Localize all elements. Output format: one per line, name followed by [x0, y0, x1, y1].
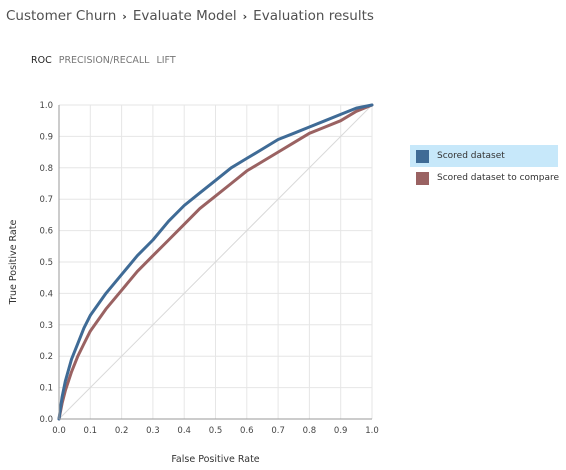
y-tick-label: 0.2 — [39, 352, 53, 362]
y-tick-label: 0.5 — [39, 258, 53, 268]
y-tick-label: 0.1 — [39, 384, 53, 394]
y-tick-label: 0.8 — [39, 164, 53, 174]
x-tick-label: 0.3 — [146, 426, 160, 436]
roc-chart-svg: 0.0 0.1 0.2 0.3 0.4 0.5 0.6 0.7 0.8 0.9 1.0 0.0 0.1 0… — [0, 80, 566, 466]
tab-roc[interactable]: ROC — [31, 55, 52, 66]
y-axis-label: True Positive Rate — [8, 220, 19, 306]
x-tick-label: 0.1 — [84, 426, 98, 436]
breadcrumb-customer-churn[interactable]: Customer Churn — [6, 8, 116, 24]
y-tick-label: 0.7 — [39, 195, 53, 205]
breadcrumb: Customer Churn › Evaluate Model › Evalua… — [6, 4, 374, 28]
tab-lift[interactable]: LIFT — [156, 55, 175, 66]
breadcrumb-evaluate-model[interactable]: Evaluate Model — [133, 8, 237, 24]
x-tick-label: 0.2 — [115, 426, 129, 436]
y-tick-label: 0.6 — [39, 227, 53, 237]
y-tick-label: 0.9 — [39, 132, 53, 142]
x-axis-label: False Positive Rate — [171, 454, 259, 465]
x-tick-label: 0.5 — [209, 426, 223, 436]
y-tick-label: 0.0 — [39, 415, 53, 425]
x-tick-label: 0.0 — [52, 426, 66, 436]
x-tick-label: 0.8 — [303, 426, 317, 436]
x-tick-label: 0.7 — [271, 426, 285, 436]
y-tick-label: 0.3 — [39, 321, 53, 331]
x-tick-label: 0.6 — [240, 426, 254, 436]
x-tick-label: 0.9 — [334, 426, 348, 436]
legend-label: Scored dataset — [437, 151, 505, 161]
legend-swatch — [416, 172, 429, 185]
tab-precision-recall[interactable]: PRECISION/RECALL — [59, 55, 150, 66]
roc-chart: 0.0 0.1 0.2 0.3 0.4 0.5 0.6 0.7 0.8 0.9 1.0 0.0 0.1 0… — [0, 80, 566, 466]
legend-item-scored-dataset[interactable]: Scored dataset — [410, 145, 558, 167]
chart-tabs: ROC PRECISION/RECALL LIFT — [31, 55, 176, 66]
chevron-right-icon: › — [243, 10, 248, 23]
y-tick-label: 0.4 — [39, 289, 53, 299]
breadcrumb-evaluation-results: Evaluation results — [253, 8, 374, 24]
x-tick-label: 1.0 — [365, 426, 379, 436]
y-tick-label: 1.0 — [39, 101, 53, 111]
chart-legend: Scored dataset Scored dataset to compare — [410, 145, 558, 189]
legend-swatch — [416, 150, 429, 163]
chevron-right-icon: › — [122, 10, 127, 23]
legend-label: Scored dataset to compare — [437, 173, 559, 183]
x-tick-label: 0.4 — [177, 426, 191, 436]
legend-item-scored-dataset-to-compare[interactable]: Scored dataset to compare — [410, 167, 558, 189]
